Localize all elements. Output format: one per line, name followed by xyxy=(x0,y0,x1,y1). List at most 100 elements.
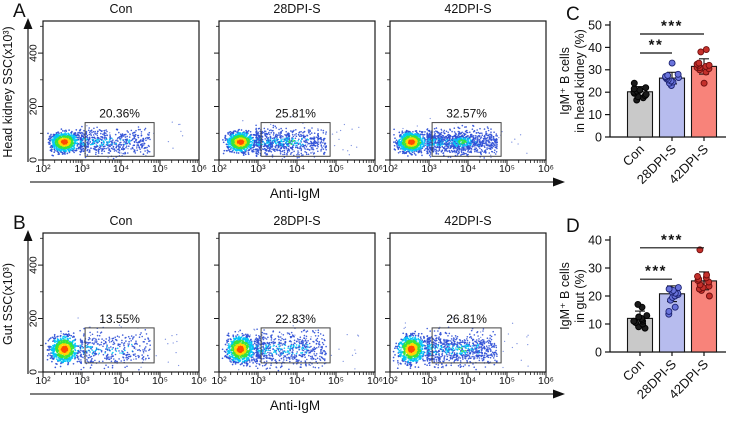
gate-rectangle xyxy=(84,327,155,364)
flow-plot-B-28DPI-S: 10² 10³ 10⁴ 10⁵ 10⁶ 22.83% xyxy=(211,232,383,387)
plot-title: 28DPI-S xyxy=(273,214,321,228)
data-point xyxy=(630,79,638,87)
plot-title: 42DPI-S xyxy=(444,214,492,228)
scatter-points xyxy=(630,300,651,332)
data-point xyxy=(705,292,713,300)
x-tick-label: 10² xyxy=(35,375,51,387)
x-tick-label: 10⁶ xyxy=(538,163,554,175)
x-tick-label: 10³ xyxy=(421,163,437,175)
x-axis-label: Anti-IgM xyxy=(269,398,321,413)
scatter-points xyxy=(662,59,683,89)
data-point xyxy=(636,86,644,94)
data-point xyxy=(705,61,713,69)
data-point xyxy=(703,271,711,279)
x-tick-label: 10⁵ xyxy=(499,163,515,175)
cell-density-dots xyxy=(393,117,528,159)
y-axis-arrow xyxy=(23,18,33,162)
x-tick-labels: 10² 10³ 10⁴ 10⁵ 10⁶ xyxy=(382,375,554,387)
x-tick-label: 10⁵ xyxy=(152,375,168,387)
data-point xyxy=(694,272,701,280)
x-tick-label: 10² xyxy=(35,163,51,175)
flow-plot-B-42DPI-S: 10² 10³ 10⁴ 10⁵ 10⁶ 26.81% xyxy=(382,232,554,387)
y-tick-label: 50 xyxy=(588,18,602,32)
x-axis-arrow xyxy=(30,389,565,399)
data-point xyxy=(671,303,679,311)
significance-stars: *** xyxy=(661,231,683,248)
x-tick-label: 10³ xyxy=(421,375,437,387)
y-axis-label: Gut SSC(x10³) xyxy=(1,263,15,345)
x-tick-labels: 10² 10³ 10⁴ 10⁵ 10⁶ xyxy=(211,163,383,175)
data-point xyxy=(664,71,672,79)
gate-rectangle xyxy=(84,122,155,157)
data-point xyxy=(700,79,708,87)
data-point xyxy=(668,59,676,67)
category-label: Con xyxy=(620,357,647,384)
data-point xyxy=(674,70,682,78)
y-tick-label: 20 xyxy=(588,289,602,303)
panel-letter-C: C xyxy=(566,4,580,25)
x-tick-label: 10⁵ xyxy=(499,375,515,387)
x-tick-label: 10⁵ xyxy=(328,375,344,387)
y-tick-label: 200 xyxy=(28,98,40,116)
y-tick-label: 0 xyxy=(595,130,602,144)
y-axis-label-line1: IgM⁺ B cells xyxy=(558,47,572,115)
gate-percentage: 25.81% xyxy=(275,107,316,121)
axis-ticks xyxy=(214,25,376,165)
scatter-points xyxy=(630,79,650,104)
data-point xyxy=(643,312,651,320)
x-tick-label: 10⁴ xyxy=(460,163,476,175)
flow-plot-A-42DPI-S: 10² 10³ 10⁴ 10⁵ 10⁶ 32.57% xyxy=(382,20,554,175)
y-tick-label: 400 xyxy=(28,256,40,274)
x-tick-label: 10⁶ xyxy=(367,163,383,175)
x-tick-label: 10² xyxy=(211,163,227,175)
data-point xyxy=(630,85,638,93)
x-tick-label: 10³ xyxy=(74,375,90,387)
bar-chart-svg-C: 0 10 20 30 40 50 IgM⁺ B cells in head kidney (%… xyxy=(558,18,726,187)
bar-chart-head-kidney: 0 10 20 30 40 50 IgM⁺ B cells in head kidney (%… xyxy=(558,16,735,216)
gate-rectangle xyxy=(431,122,502,157)
axis-ticks xyxy=(38,237,200,377)
cell-density-dots xyxy=(221,314,360,372)
category-label: Con xyxy=(620,142,647,169)
gate-percentage: 32.57% xyxy=(446,107,487,121)
data-point xyxy=(702,46,710,54)
x-tick-labels: 10² 10³ 10⁴ 10⁵ 10⁶ xyxy=(35,375,207,387)
y-tick-label: 0 xyxy=(28,157,40,163)
x-tick-label: 10² xyxy=(382,163,398,175)
cell-density-dots xyxy=(222,116,360,160)
plot-title: 28DPI-S xyxy=(273,2,321,16)
y-tick-label: 400 xyxy=(28,44,40,62)
x-axis-arrow xyxy=(30,177,565,187)
x-tick-label: 10⁴ xyxy=(289,163,305,175)
y-axis-label-line2: in head kidney (%) xyxy=(573,29,587,133)
cell-density-dots xyxy=(44,317,180,371)
y-axis-label-line1: IgM⁺ B cells xyxy=(558,262,572,330)
y-tick-label: 20 xyxy=(588,86,602,100)
x-tick-label: 10⁵ xyxy=(328,163,344,175)
panel-letter-D: D xyxy=(566,216,580,237)
x-tick-label: 10⁴ xyxy=(113,375,129,387)
flow-plot-A-28DPI-S: 10² 10³ 10⁴ 10⁵ 10⁶ 25.81% xyxy=(211,20,383,175)
x-tick-labels: 10² 10³ 10⁴ 10⁵ 10⁶ xyxy=(211,375,383,387)
axis-ticks xyxy=(385,25,547,165)
significance-stars: *** xyxy=(661,18,683,35)
gate-rectangle xyxy=(260,327,331,364)
cell-density-dots xyxy=(47,121,184,160)
y-tick-labels: 0 200 400 xyxy=(28,256,40,375)
bar xyxy=(658,77,686,138)
x-tick-label: 10² xyxy=(382,375,398,387)
bar xyxy=(690,65,718,138)
gate-rectangle xyxy=(260,122,331,157)
x-tick-label: 10⁶ xyxy=(538,375,554,387)
x-tick-label: 10⁶ xyxy=(191,375,207,387)
y-axis-label-line2: in gut (%) xyxy=(573,269,587,323)
y-tick-label: 10 xyxy=(588,108,602,122)
y-tick-label: 0 xyxy=(28,369,40,375)
x-tick-label: 10⁴ xyxy=(460,375,476,387)
gate-percentage: 13.55% xyxy=(99,312,140,326)
data-point xyxy=(634,300,642,308)
y-axis-label: Head kidney SSC(x10³) xyxy=(1,26,15,158)
panel-letter-A: A xyxy=(13,1,26,22)
x-tick-label: 10⁴ xyxy=(289,375,305,387)
data-point xyxy=(630,317,638,325)
